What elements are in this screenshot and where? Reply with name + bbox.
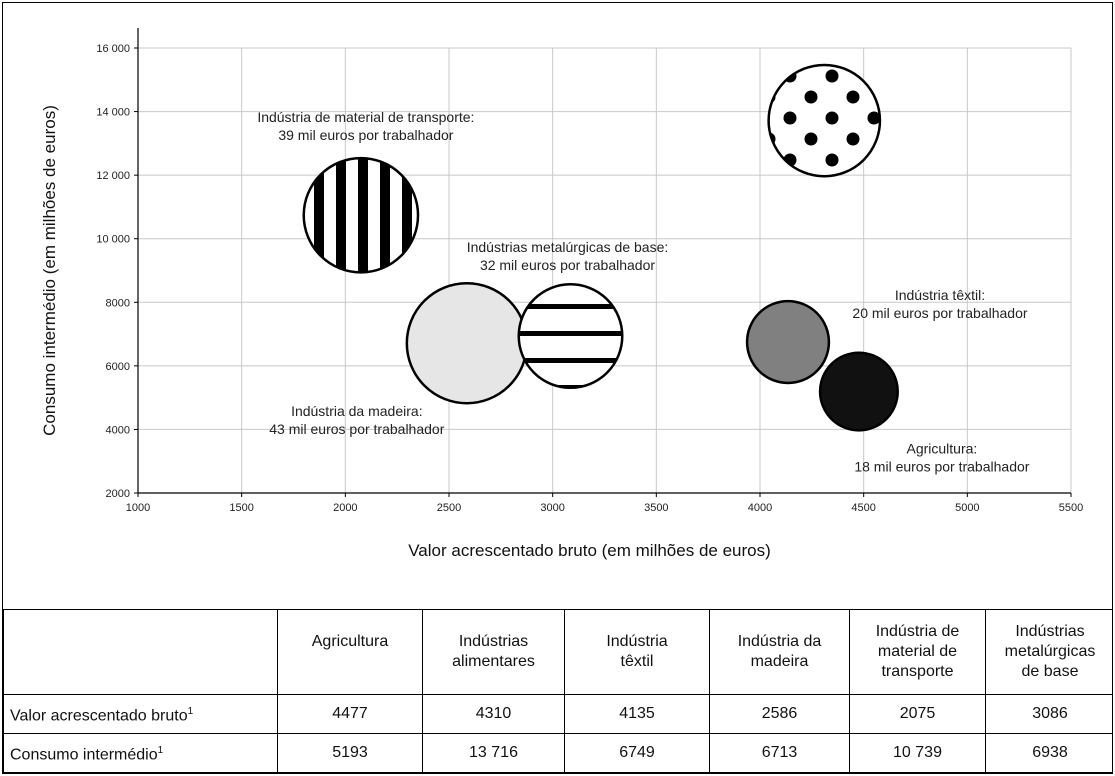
row-label: Consumo intermédio1 bbox=[3, 733, 278, 773]
table-cell: 13 716 bbox=[422, 733, 565, 773]
bubble bbox=[405, 281, 529, 405]
x-tick-label: 3500 bbox=[644, 502, 668, 514]
table-cell: 4135 bbox=[564, 694, 710, 734]
bubble bbox=[302, 156, 420, 274]
table-cell: 6749 bbox=[564, 733, 710, 773]
y-tick-label: 6000 bbox=[106, 361, 130, 373]
table-header-cell: Indústrias alimentares bbox=[422, 609, 565, 695]
bubble bbox=[767, 63, 882, 178]
table-cell: 10 739 bbox=[849, 733, 986, 773]
bubble bbox=[818, 351, 899, 432]
x-tick-label: 1000 bbox=[126, 502, 150, 514]
bubble-label-line2: 18 mil euros por trabalhador bbox=[854, 459, 1029, 475]
x-tick-label: 5500 bbox=[1059, 502, 1083, 514]
bubble bbox=[517, 283, 624, 390]
y-tick-label: 8000 bbox=[106, 297, 130, 309]
row-label: Valor acrescentado bruto1 bbox=[3, 694, 278, 734]
table-header-cell: Indústria têxtil bbox=[564, 609, 710, 695]
bubble-label-line2: 43 mil euros por trabalhador bbox=[269, 421, 444, 437]
table-cell: 3086 bbox=[985, 694, 1112, 734]
x-tick-label: 5000 bbox=[955, 502, 979, 514]
bubble-chart: 1000 1500 2000 2500 3000 3500 4000 4500 5000 5500… bbox=[40, 28, 1083, 560]
table-cell: 6713 bbox=[709, 733, 850, 773]
table-header-cell: Indústria da madeira bbox=[709, 609, 850, 695]
table-cell: 6938 bbox=[985, 733, 1112, 773]
y-axis-label: Consumo intermédio (em milhões de euros) bbox=[40, 105, 59, 436]
table-cell: 4310 bbox=[422, 694, 565, 734]
table-row: Consumo intermédio1 5193 13 716 6749 671… bbox=[3, 733, 1112, 773]
bubble bbox=[745, 299, 831, 385]
table-corner-cell bbox=[3, 609, 278, 695]
x-tick-label: 1500 bbox=[229, 502, 253, 514]
table-header-cell: Agricultura bbox=[277, 609, 423, 695]
y-tick-label: 2000 bbox=[106, 488, 130, 500]
bubble-label-line2: 32 mil euros por trabalhador bbox=[480, 257, 655, 273]
y-tick-label: 10 000 bbox=[96, 234, 130, 246]
table-header-cell: Indústrias metalúrgicas de base bbox=[985, 609, 1112, 695]
x-tick-label: 2000 bbox=[333, 502, 357, 514]
bubble-label-line1: Indústrias metalúrgicas de base: bbox=[467, 239, 669, 255]
table-row: Valor acrescentado bruto1 4477 4310 4135… bbox=[3, 694, 1112, 734]
data-table: Agricultura Indústrias alimentares Indúst… bbox=[3, 609, 1112, 773]
x-tick-label: 4500 bbox=[851, 502, 875, 514]
bubble-label-line2: 20 mil euros por trabalhador bbox=[852, 305, 1027, 321]
table-cell: 5193 bbox=[277, 733, 423, 773]
y-tick-label: 4000 bbox=[106, 424, 130, 436]
y-tick-label: 16 000 bbox=[96, 43, 130, 55]
bubble-label-line2: 39 mil euros por trabalhador bbox=[278, 127, 453, 143]
table-cell: 4477 bbox=[277, 694, 423, 734]
table-header-row: Agricultura Indústrias alimentares Indúst… bbox=[3, 609, 1112, 695]
bubble-label-line1: Indústria da madeira: bbox=[291, 403, 423, 419]
x-tick-label: 4000 bbox=[748, 502, 772, 514]
x-axis-label: Valor acrescentado bruto (em milhões de … bbox=[408, 541, 771, 560]
x-tick-label: 2500 bbox=[437, 502, 461, 514]
y-tick-label: 12 000 bbox=[96, 170, 130, 182]
table-cell: 2075 bbox=[849, 694, 986, 734]
bubble-label-line1: Indústria têxtil: bbox=[895, 287, 985, 303]
table-cell: 2586 bbox=[709, 694, 850, 734]
table-header-cell: Indústria de material de transporte bbox=[849, 609, 986, 695]
x-tick-label: 3000 bbox=[540, 502, 564, 514]
bubble-label-line1: Indústria de material de transporte: bbox=[257, 109, 474, 125]
bubble-label-line1: Agricultura: bbox=[906, 441, 977, 457]
y-tick-label: 14 000 bbox=[96, 107, 130, 119]
